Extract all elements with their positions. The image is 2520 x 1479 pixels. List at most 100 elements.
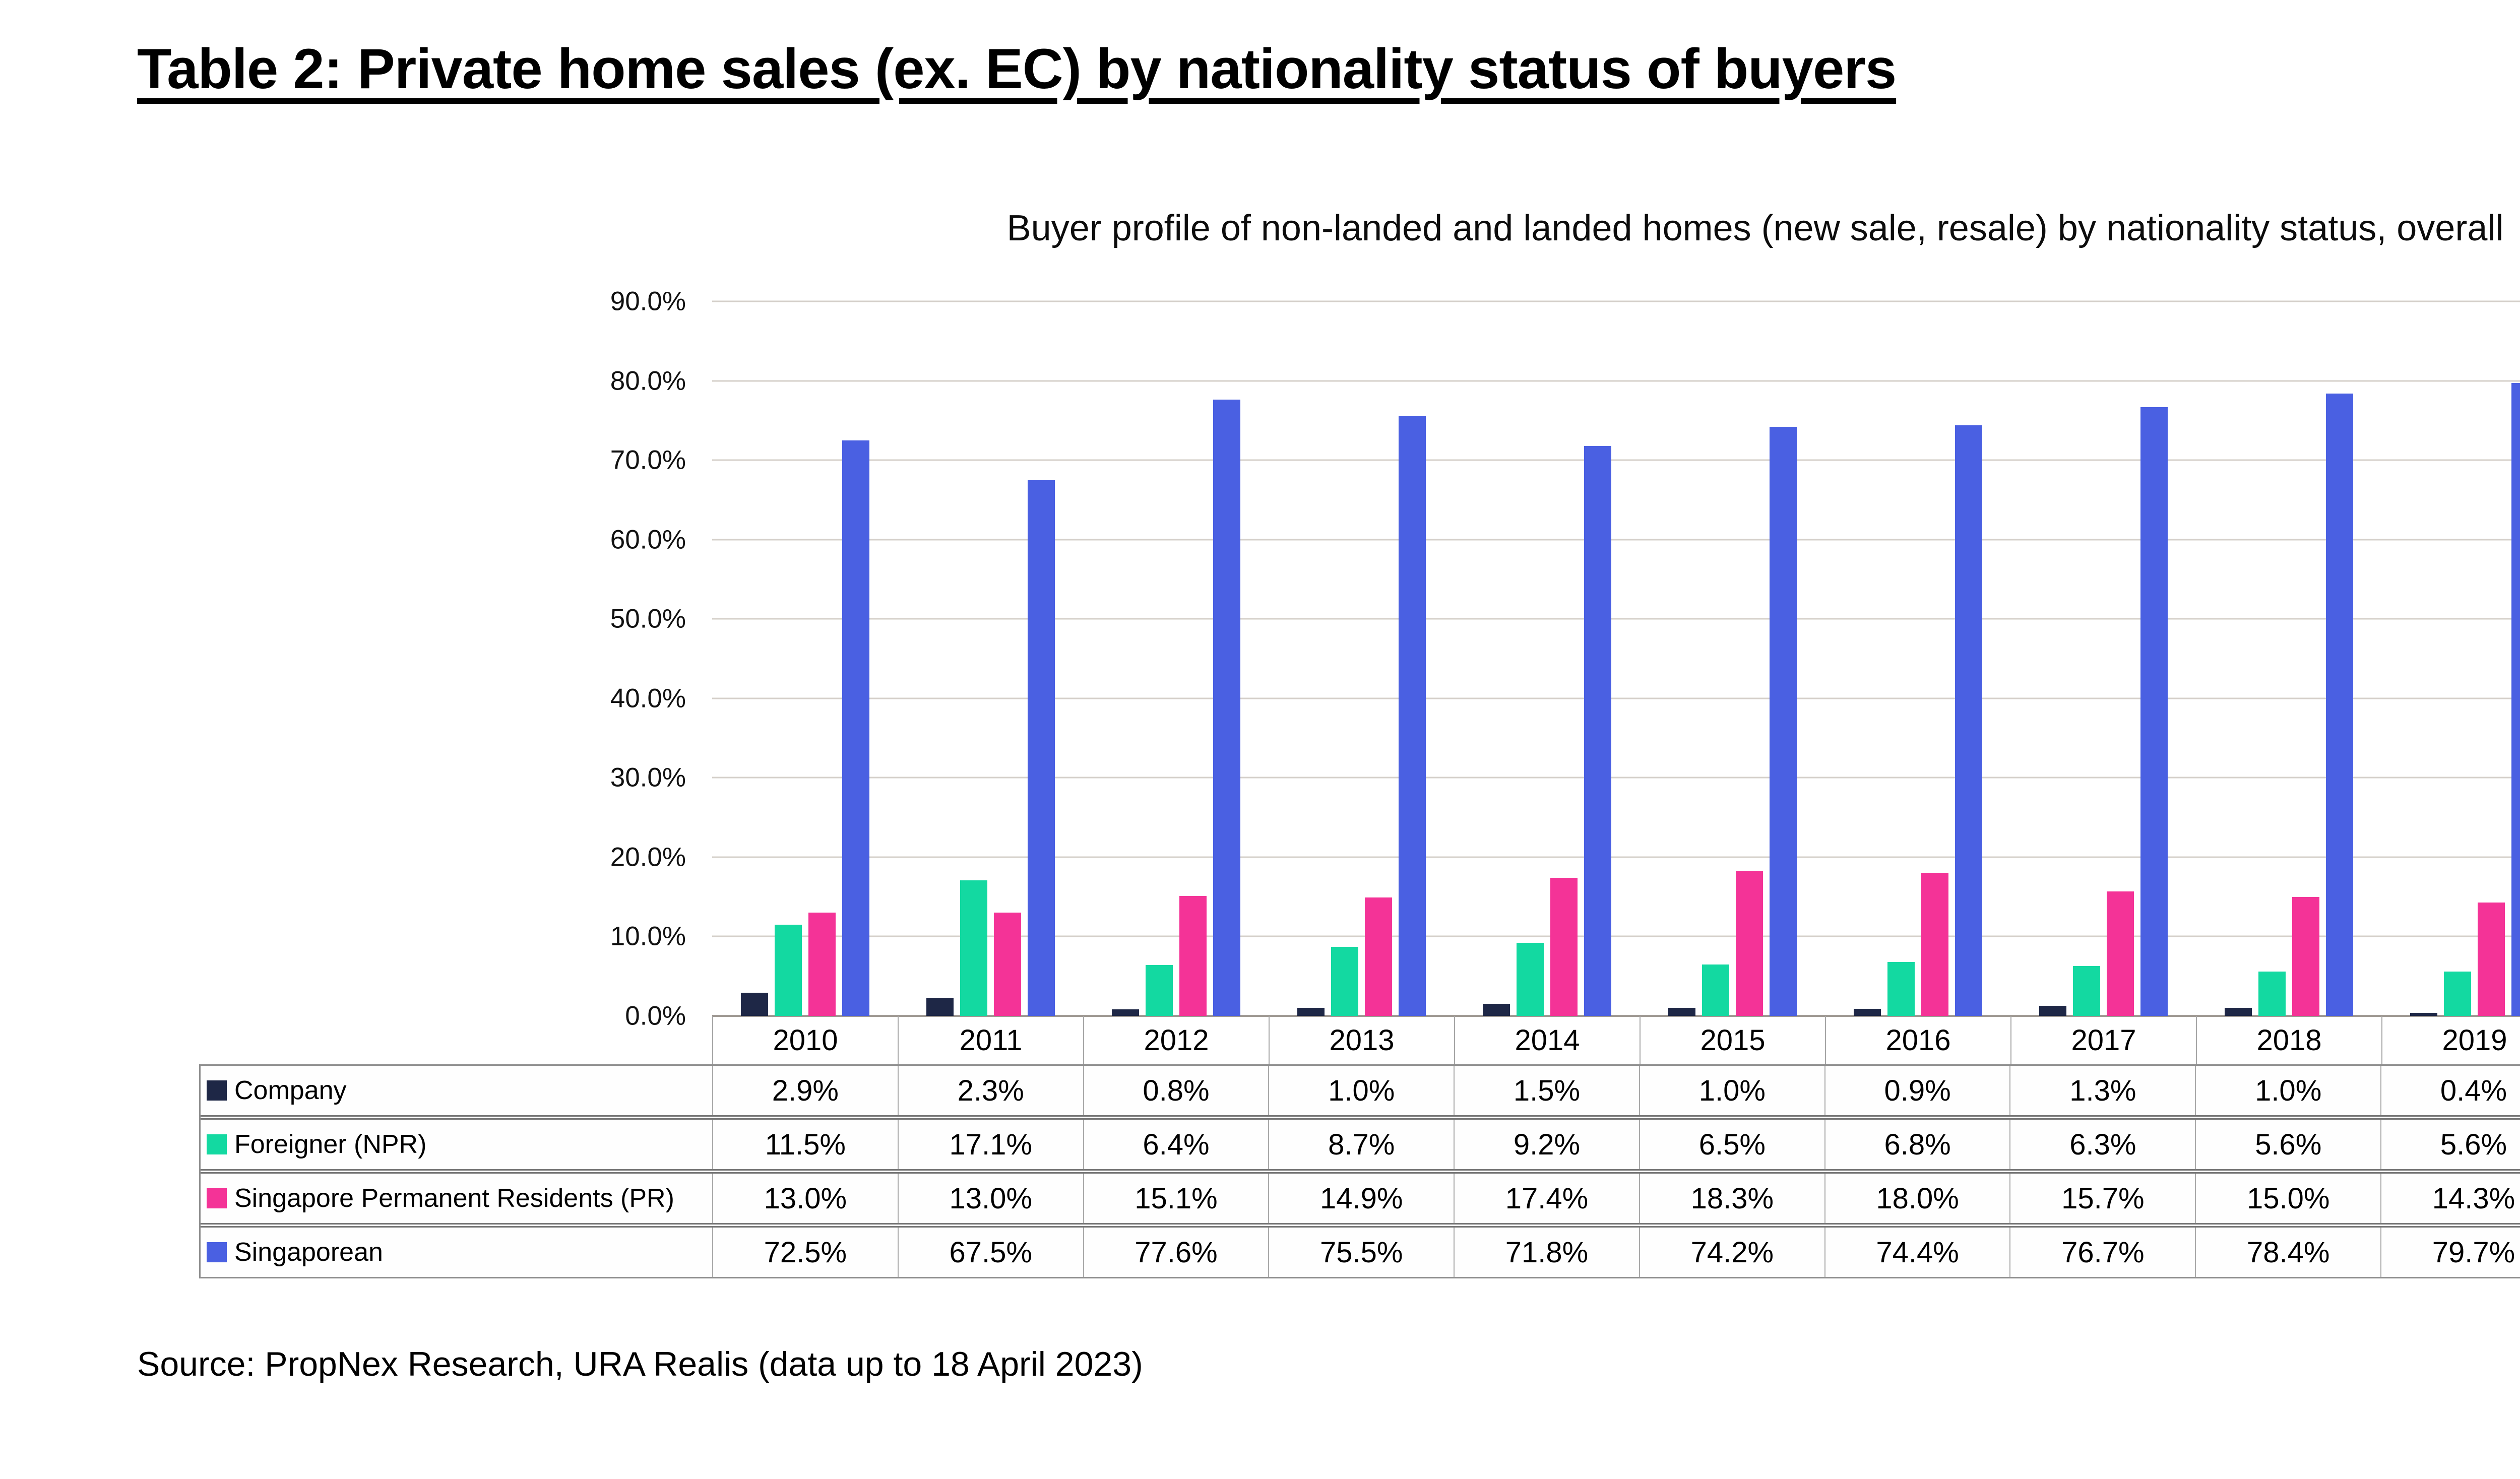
gridline [712, 935, 2520, 937]
value-cell: 15.1% [1083, 1174, 1269, 1223]
bar-singapore-permanent-residents-pr [2292, 896, 2319, 1016]
year-cell: 2015 [1640, 1016, 1825, 1064]
years-header-row: 2010 2011 2012 2013 2014 2015 2016 2017 2018 2019… [712, 1016, 2520, 1064]
y-axis-tick-label: 70.0% [610, 445, 686, 475]
legend-swatch-icon [207, 1188, 227, 1208]
bar-group-2010 [712, 301, 898, 1016]
value-cell: 8.7% [1268, 1120, 1454, 1169]
gridline [712, 618, 2520, 620]
bar-chart-plot: 0.0% 10.0% 20.0% 30.0% 40.0% 50.0% 60.0% 70.0% 8… [610, 287, 2520, 1031]
legend-swatch-icon [207, 1134, 227, 1154]
year-cell: 2016 [1825, 1016, 2010, 1064]
value-cell: 79.7% [2380, 1228, 2520, 1277]
year-cell: 2018 [2196, 1016, 2381, 1064]
bar-foreigner-npr [960, 880, 987, 1016]
year-cell: 2019 [2381, 1016, 2520, 1064]
value-cell: 74.2% [1639, 1228, 1824, 1277]
gridline [712, 300, 2520, 302]
data-table-body: Company 2.9% 2.3% 0.8% 1.0% 1.5% 1.0% 0.9% 1.3% 1… [199, 1064, 2520, 1278]
legend-cell: Foreigner (NPR) [201, 1120, 712, 1169]
legend-label: Singaporean [234, 1238, 383, 1267]
value-cell: 74.4% [1824, 1228, 2010, 1277]
value-cell: 1.0% [1268, 1066, 1454, 1115]
bar-company [1111, 1009, 1139, 1016]
bar-foreigner-npr [1331, 946, 1358, 1016]
bar-singapore-permanent-residents-pr [1921, 873, 1948, 1016]
value-cell: 18.0% [1824, 1174, 2010, 1223]
legend-swatch-icon [207, 1080, 227, 1101]
y-axis-tick-label: 10.0% [610, 921, 686, 951]
table-row-company: Company 2.9% 2.3% 0.8% 1.0% 1.5% 1.0% 0.9% 1.3% 1… [201, 1066, 2520, 1115]
bar-group-2019 [2381, 301, 2520, 1016]
value-cell: 14.9% [1268, 1174, 1454, 1223]
value-cell: 2.3% [897, 1066, 1083, 1115]
bar-company [1668, 1008, 1695, 1016]
bar-group-2017 [2010, 301, 2196, 1016]
value-cell: 2.9% [712, 1066, 898, 1115]
bar-singaporean [2511, 383, 2520, 1016]
table-row-singapore-permanent-residents-pr: Singapore Permanent Residents (PR) 13.0% 1… [201, 1169, 2520, 1223]
value-cell: 11.5% [712, 1120, 898, 1169]
year-cell: 2011 [898, 1016, 1083, 1064]
bar-singapore-permanent-residents-pr [808, 913, 836, 1016]
bar-singaporean [2140, 407, 2168, 1016]
gridline [712, 539, 2520, 541]
bar-singapore-permanent-residents-pr [1735, 870, 1763, 1016]
value-cell: 6.8% [1824, 1120, 2010, 1169]
value-cell: 6.4% [1083, 1120, 1269, 1169]
year-cell: 2017 [2010, 1016, 2196, 1064]
bar-group-2013 [1269, 301, 1454, 1016]
value-cell: 18.3% [1639, 1174, 1824, 1223]
y-axis-tick-label: 90.0% [610, 286, 686, 316]
value-cell: 17.1% [897, 1120, 1083, 1169]
gridline [712, 856, 2520, 858]
bar-singaporean [1769, 426, 1797, 1016]
value-cell: 75.5% [1268, 1228, 1454, 1277]
value-cell: 1.5% [1454, 1066, 1639, 1115]
value-cell: 72.5% [712, 1228, 898, 1277]
bar-group-2015 [1640, 301, 1825, 1016]
legend-label: Company [234, 1076, 347, 1105]
y-axis-tick-label: 40.0% [610, 683, 686, 714]
value-cell: 1.3% [2009, 1066, 2195, 1115]
value-cell: 5.6% [2195, 1120, 2380, 1169]
value-cell: 6.3% [2009, 1120, 2195, 1169]
page-title: Table 2: Private home sales (ex. EC) by … [137, 37, 1897, 100]
bar-singaporean [1955, 425, 1982, 1016]
bar-singaporean [1584, 445, 1611, 1016]
bar-singapore-permanent-residents-pr [2477, 902, 2505, 1016]
y-axis-tick-label: 80.0% [610, 366, 686, 396]
bar-foreigner-npr [1887, 961, 1915, 1016]
y-axis-tick-label: 20.0% [610, 842, 686, 872]
bar-singaporean [842, 440, 869, 1016]
bar-company [2410, 1012, 2437, 1016]
year-cell: 2010 [712, 1016, 898, 1064]
year-cell: 2013 [1269, 1016, 1454, 1064]
bar-company [1482, 1004, 1510, 1016]
bar-singapore-permanent-residents-pr [2106, 891, 2134, 1016]
bar-foreigner-npr [2443, 971, 2471, 1016]
bar-group-2011 [898, 301, 1083, 1016]
value-cell: 15.7% [2009, 1174, 2195, 1223]
y-axis-tick-label: 30.0% [610, 762, 686, 793]
y-axis-tick-label: 50.0% [610, 604, 686, 634]
value-cell: 0.4% [2380, 1066, 2520, 1115]
value-cell: 17.4% [1454, 1174, 1639, 1223]
bar-singapore-permanent-residents-pr [1550, 877, 1578, 1016]
bar-foreigner-npr [1702, 964, 1729, 1016]
bar-singaporean [2325, 393, 2353, 1016]
bar-company [2224, 1008, 2252, 1016]
y-axis-tick-label: 0.0% [625, 1001, 686, 1031]
legend-swatch-icon [207, 1242, 227, 1262]
bar-singapore-permanent-residents-pr [1179, 896, 1207, 1016]
value-cell: 71.8% [1454, 1228, 1639, 1277]
bar-company [1853, 1008, 1881, 1016]
value-cell: 1.0% [2195, 1066, 2380, 1115]
table-row-foreigner-npr: Foreigner (NPR) 11.5% 17.1% 6.4% 8.7% 9.2% 6.5… [201, 1115, 2520, 1169]
value-cell: 76.7% [2009, 1228, 2195, 1277]
value-cell: 15.0% [2195, 1174, 2380, 1223]
data-table: 2010 2011 2012 2013 2014 2015 2016 2017 2018 2019… [199, 1016, 2520, 1278]
value-cell: 14.3% [2380, 1174, 2520, 1223]
bar-company [740, 993, 768, 1016]
